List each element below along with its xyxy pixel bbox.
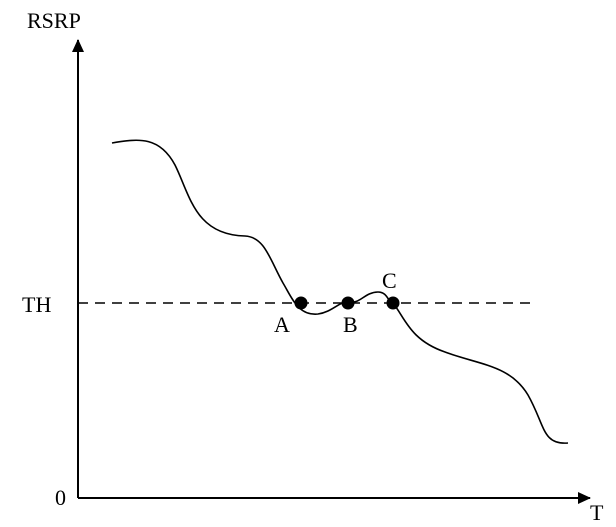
point-a	[294, 296, 308, 310]
point-c	[386, 296, 400, 310]
x-axis-label: T	[590, 500, 604, 525]
rsrp-curve	[111, 139, 569, 444]
point-c-label: C	[382, 268, 397, 293]
point-b-label: B	[343, 312, 358, 337]
point-a-label: A	[274, 312, 290, 337]
origin-label: 0	[55, 485, 66, 510]
point-b	[341, 296, 355, 310]
y-axis-label: RSRP	[27, 8, 81, 33]
threshold-label: TH	[22, 292, 51, 317]
